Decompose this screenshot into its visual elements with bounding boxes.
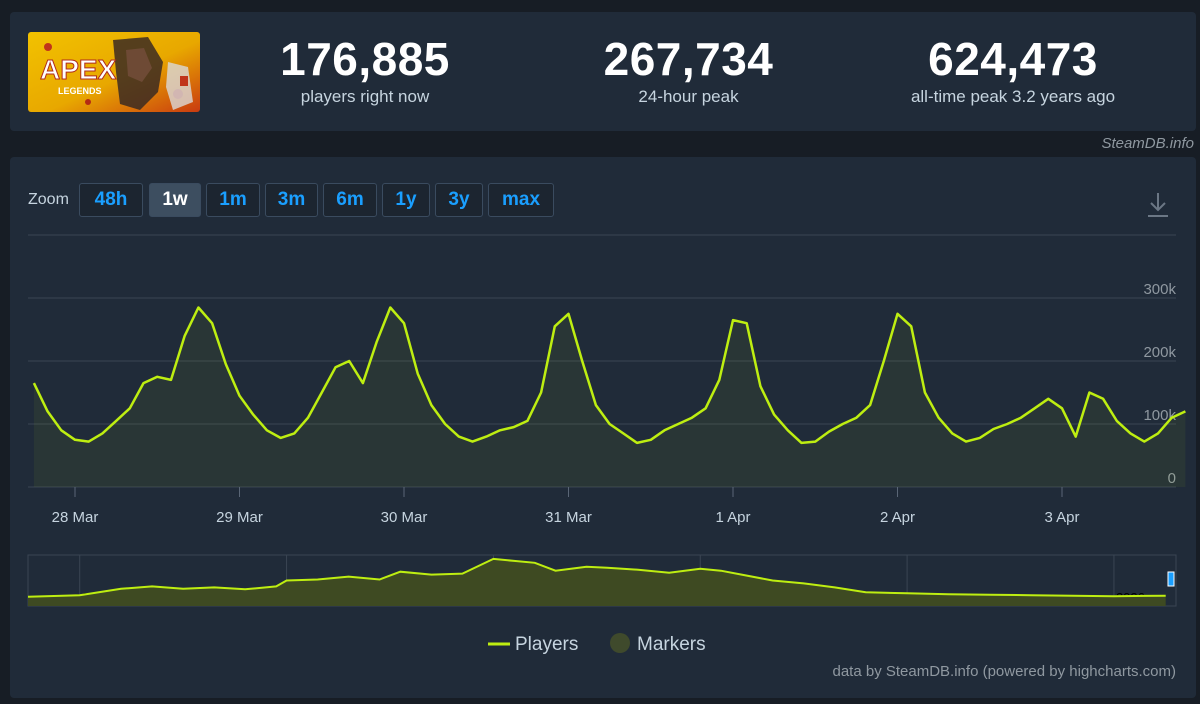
download-icon[interactable] xyxy=(1146,191,1170,219)
current-players-label: players right now xyxy=(300,87,430,106)
zoom-button-6m[interactable]: 6m xyxy=(323,183,377,217)
x-tick-label: 31 Mar xyxy=(545,509,592,526)
game-logo-image: APEX LEGENDS xyxy=(28,32,200,112)
current-players-value: 176,885 xyxy=(280,33,450,85)
stat-24h-peak: 267,734 24-hour peak xyxy=(580,34,797,108)
navigator-handle[interactable] xyxy=(1167,571,1175,587)
all-time-peak-value: 624,473 xyxy=(928,33,1098,85)
x-tick-label: 30 Mar xyxy=(381,509,428,526)
y-tick-label: 100k xyxy=(1143,407,1176,424)
y-tick-label: 300k xyxy=(1143,281,1176,298)
zoom-button-1y[interactable]: 1y xyxy=(382,183,430,217)
x-tick-label: 28 Mar xyxy=(52,509,99,526)
peak-24h-label: 24-hour peak xyxy=(638,87,739,106)
zoom-label: Zoom xyxy=(28,191,69,208)
logo-text: APEX xyxy=(40,54,117,85)
y-tick-label: 200k xyxy=(1143,344,1176,361)
legend-markers-swatch xyxy=(610,633,630,653)
chart-area[interactable]: 0 100k 200k 300k 28 Mar 29 Mar 30 Mar 31 Mar 1 A… xyxy=(10,157,1196,698)
zoom-button-3y[interactable]: 3y xyxy=(435,183,483,217)
players-area xyxy=(33,307,1186,487)
x-tick-label: 1 Apr xyxy=(715,509,750,526)
steamdb-attribution[interactable]: SteamDB.info xyxy=(1101,135,1194,152)
game-logo[interactable]: APEX LEGENDS xyxy=(28,32,200,112)
stat-all-time-peak: 624,473 all-time peak 3.2 years ago xyxy=(880,34,1146,108)
zoom-button-1m[interactable]: 1m xyxy=(206,183,260,217)
zoom-button-48h[interactable]: 48h xyxy=(79,183,143,217)
peak-24h-value: 267,734 xyxy=(603,33,774,85)
stats-panel: APEX LEGENDS 176,885 players right now 2… xyxy=(10,12,1196,131)
chart-panel: Zoom 48h 1w 1m 3m 6m 1y 3y max 0 100k 200k… xyxy=(10,157,1196,698)
navigator-line xyxy=(27,557,1166,598)
x-tick-label: 3 Apr xyxy=(1044,509,1079,526)
zoom-button-max[interactable]: max xyxy=(488,183,554,217)
navigator-area xyxy=(28,558,1166,606)
players-line xyxy=(32,306,1186,445)
legend-players-label[interactable]: Players xyxy=(515,634,578,655)
zoom-button-3m[interactable]: 3m xyxy=(265,183,318,217)
legend-markers-label[interactable]: Markers xyxy=(637,634,706,655)
y-tick-label: 0 xyxy=(1168,470,1176,487)
x-tick-label: 29 Mar xyxy=(216,509,263,526)
x-tick-label: 2 Apr xyxy=(880,509,915,526)
zoom-button-1w[interactable]: 1w xyxy=(149,183,201,217)
chart-credits[interactable]: data by SteamDB.info (powered by highcha… xyxy=(832,663,1177,680)
all-time-peak-label: all-time peak 3.2 years ago xyxy=(910,87,1116,106)
logo-subtext: LEGENDS xyxy=(58,86,102,96)
stat-current-players: 176,885 players right now xyxy=(260,34,470,108)
